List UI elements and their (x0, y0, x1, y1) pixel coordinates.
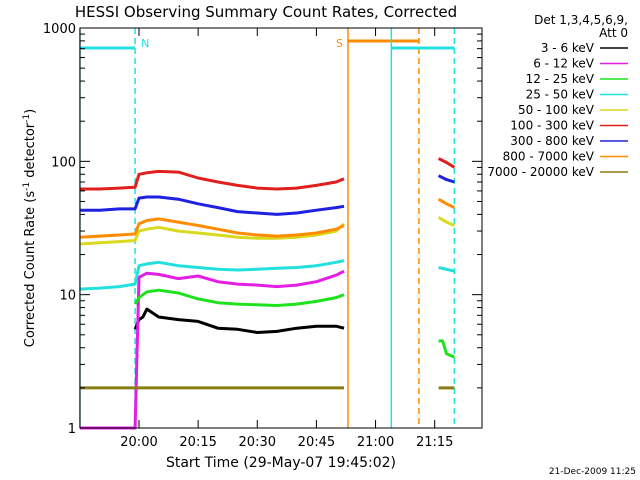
y-tick-label-1: 1 (68, 422, 76, 437)
y-tick-label-10: 10 (59, 289, 76, 304)
series-12-25-kev-segment-0 (133, 288, 345, 307)
y-tick-label-100: 100 (51, 155, 76, 170)
y-tick-label-1000: 1000 (43, 22, 76, 37)
legend-label-50-100-kev: 50 - 100 keV (518, 103, 595, 117)
x-tick-label-20-15: 20:15 (179, 435, 216, 450)
chart-title: HESSI Observing Summary Count Rates, Cor… (75, 3, 457, 21)
legend-label-6-12-kev: 6 - 12 keV (533, 57, 595, 71)
y-axis-label-main: Corrected Count Rate (s (23, 191, 38, 348)
y-axis-label-sup-2: -1 (22, 114, 32, 123)
y-axis-label-end: ) (23, 109, 38, 114)
y-axis-label: Corrected Count Rate (s-1 detector-1) (22, 109, 38, 347)
series-6-12-kev-segment-0 (79, 269, 345, 430)
legend-title-line-2: Att 0 (599, 26, 628, 40)
y-axis: 1 10 100 1000 (43, 22, 482, 437)
series-800-7000-kev-segment-1 (437, 197, 456, 209)
series-25-50-kev-segment-0 (79, 259, 345, 291)
legend-label-800-7000-kev: 800 - 7000 keV (503, 150, 595, 164)
x-tick-label-20-00: 20:00 (120, 435, 157, 450)
x-tick-label-20-30: 20:30 (239, 435, 276, 450)
series-800-7000-kev-segment-0 (79, 217, 345, 239)
series-100-300-kev-segment-1 (437, 157, 456, 169)
legend: Det 1,3,4,5,6,9, Att 0 3 - 6 keV 6 - 12 k… (487, 13, 628, 179)
series-25-50-kev-segment-1 (438, 266, 455, 273)
legend-title-line-1: Det 1,3,4,5,6,9, (534, 13, 628, 27)
legend-label-12-25-kev: 12 - 25 keV (526, 72, 595, 86)
x-axis: 20:00 20:15 20:30 20:45 21:00 21:15 (120, 28, 453, 450)
series-3-6-kev-segment-0 (133, 307, 345, 334)
series-100-300-kev-segment-0 (79, 169, 345, 191)
y-axis-label-sup-1: -1 (22, 182, 32, 191)
y-axis-label-mid: detector (23, 122, 38, 182)
x-tick-label-21-15: 21:15 (416, 435, 453, 450)
x-tick-label-21-00: 21:00 (357, 435, 394, 450)
series-layer (79, 157, 456, 430)
x-tick-label-20-45: 20:45 (298, 435, 335, 450)
footer-date: 21-Dec-2009 11:25 (549, 467, 636, 477)
legend-label-25-50-kev: 25 - 50 keV (526, 88, 595, 102)
series-300-800-kev-segment-0 (79, 195, 345, 216)
series-300-800-kev-segment-1 (437, 174, 455, 184)
marker-label-s: S (336, 37, 343, 50)
plot-frame (79, 27, 483, 429)
legend-label-300-800-kev: 300 - 800 keV (510, 134, 594, 148)
legend-label-7000-20000-kev: 7000 - 20000 keV (487, 165, 594, 179)
series-50-100-kev-segment-1 (437, 216, 455, 227)
x-axis-label: Start Time (29-May-07 19:45:02) (166, 455, 396, 471)
series-50-100-kev-segment-0 (79, 222, 346, 246)
legend-label-3-6-kev: 3 - 6 keV (541, 41, 595, 55)
series-12-25-kev-segment-1 (438, 339, 455, 359)
legend-label-100-300-kev: 100 - 300 keV (510, 119, 594, 133)
marker-label-n: N (141, 37, 149, 50)
